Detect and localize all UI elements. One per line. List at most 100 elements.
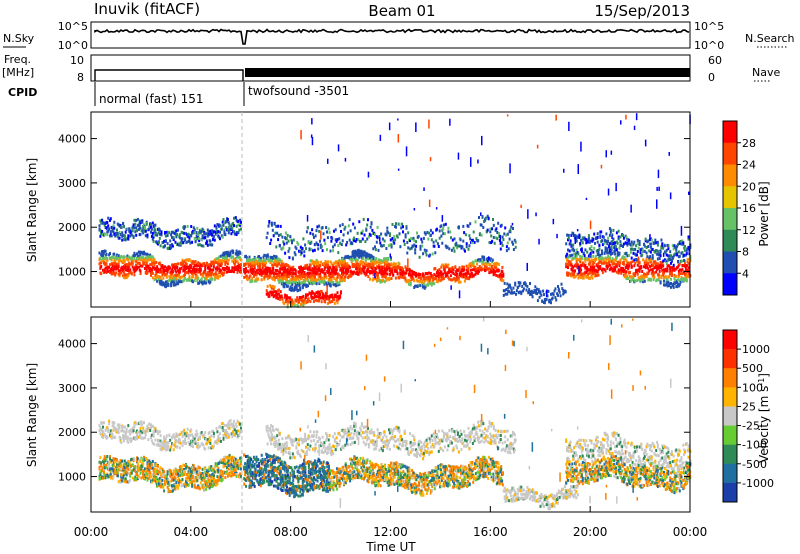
heatmap-cell <box>677 278 679 282</box>
heatmap-cell <box>658 186 660 192</box>
heatmap-cell <box>103 270 106 274</box>
heatmap-cell <box>272 254 275 258</box>
heatmap-cell <box>274 293 277 297</box>
freq-unit: [MHz] <box>2 66 34 79</box>
heatmap-cell <box>611 262 614 266</box>
heatmap-cell <box>355 262 358 266</box>
heatmap-cell <box>678 283 681 287</box>
heatmap-cell <box>175 235 178 239</box>
heatmap-cell <box>500 223 503 227</box>
heatmap-cell <box>402 225 404 229</box>
heatmap-cell <box>326 248 328 252</box>
heatmap-cell <box>309 231 312 235</box>
heatmap-cell <box>550 292 552 296</box>
heatmap-cell <box>618 252 621 256</box>
heatmap-cell <box>497 269 500 272</box>
heatmap-cell <box>153 258 156 262</box>
heatmap-cell <box>233 262 236 266</box>
heatmap-cell <box>442 232 445 236</box>
heatmap-cell <box>589 265 592 269</box>
heatmap-cell <box>478 265 481 268</box>
colorbar-tick-label: 16 <box>742 202 756 215</box>
heatmap-cell <box>189 278 192 282</box>
heatmap-cell <box>569 254 572 258</box>
heatmap-cell <box>266 272 268 276</box>
heatmap-cell <box>414 248 417 252</box>
heatmap-cell <box>275 245 278 249</box>
heatmap-cell <box>387 257 390 261</box>
heatmap-cell <box>124 469 127 473</box>
heatmap-cell <box>611 234 613 240</box>
heatmap-cell <box>272 290 275 294</box>
heatmap-cell <box>156 265 159 269</box>
heatmap-cell <box>666 266 669 270</box>
heatmap-cell <box>295 281 298 285</box>
heatmap-cell <box>129 464 132 468</box>
heatmap-cell <box>109 460 112 464</box>
heatmap-cell <box>592 254 595 258</box>
heatmap-cell <box>150 263 153 267</box>
heatmap-cell <box>552 218 555 225</box>
heatmap-cell <box>396 271 399 275</box>
heatmap-cell <box>391 269 394 273</box>
heatmap-cell <box>171 278 173 282</box>
heatmap-cell <box>266 284 269 288</box>
heatmap-cell <box>263 253 266 257</box>
heatmap-cell <box>102 251 105 255</box>
heatmap-cell <box>582 274 585 278</box>
heatmap-cell <box>423 187 425 191</box>
heatmap-cell <box>383 280 386 284</box>
heatmap-cell <box>320 260 323 264</box>
heatmap-cell <box>180 266 183 270</box>
heatmap-cell <box>210 264 213 268</box>
heatmap-cell <box>472 261 475 265</box>
heatmap-cell <box>381 259 384 263</box>
heatmap-cell <box>181 237 184 241</box>
heatmap-cell <box>295 247 298 251</box>
heatmap-cell <box>238 228 241 232</box>
heatmap-cell <box>489 227 492 231</box>
heatmap-cell <box>464 272 467 276</box>
heatmap-cell <box>120 254 123 258</box>
heatmap-cell <box>395 222 397 226</box>
heatmap-cell <box>681 272 684 276</box>
heatmap-cell <box>233 257 235 261</box>
heatmap-cell <box>170 274 173 278</box>
heatmap-cell <box>672 285 675 289</box>
heatmap-cell <box>416 285 419 288</box>
heatmap-cell <box>475 259 478 263</box>
heatmap-cell <box>381 275 384 279</box>
heatmap-cell <box>463 265 465 269</box>
heatmap-cell <box>289 278 292 282</box>
heatmap-cell <box>567 271 570 275</box>
heatmap-cell <box>122 225 125 229</box>
heatmap-cell <box>100 261 103 265</box>
heatmap-cell <box>295 284 298 288</box>
heatmap-cell <box>277 277 280 281</box>
heatmap-cell <box>258 257 261 261</box>
heatmap-cell <box>625 114 627 120</box>
heatmap-cell <box>642 258 645 262</box>
heatmap-cell <box>485 265 488 269</box>
heatmap-cell <box>370 222 373 226</box>
heatmap-cell <box>554 296 557 299</box>
heatmap-cell <box>332 245 335 249</box>
heatmap-cell <box>310 292 313 296</box>
heatmap-cell <box>456 246 459 250</box>
heatmap-cell <box>663 271 665 275</box>
heatmap-cell <box>314 243 317 247</box>
heatmap-cell <box>340 261 343 265</box>
heatmap-cell <box>318 297 321 301</box>
heatmap-cell <box>213 238 216 242</box>
heatmap-cell <box>170 246 173 250</box>
heatmap-cell <box>299 269 302 273</box>
heatmap-cell <box>170 270 173 274</box>
heatmap-cell <box>273 222 276 226</box>
heatmap-cell <box>146 233 149 237</box>
heatmap-cell <box>401 275 403 279</box>
heatmap-cell <box>662 273 665 277</box>
heatmap-cell <box>364 261 367 265</box>
heatmap-cell <box>143 261 145 265</box>
heatmap-cell <box>610 242 613 246</box>
heatmap-cell <box>613 258 616 262</box>
